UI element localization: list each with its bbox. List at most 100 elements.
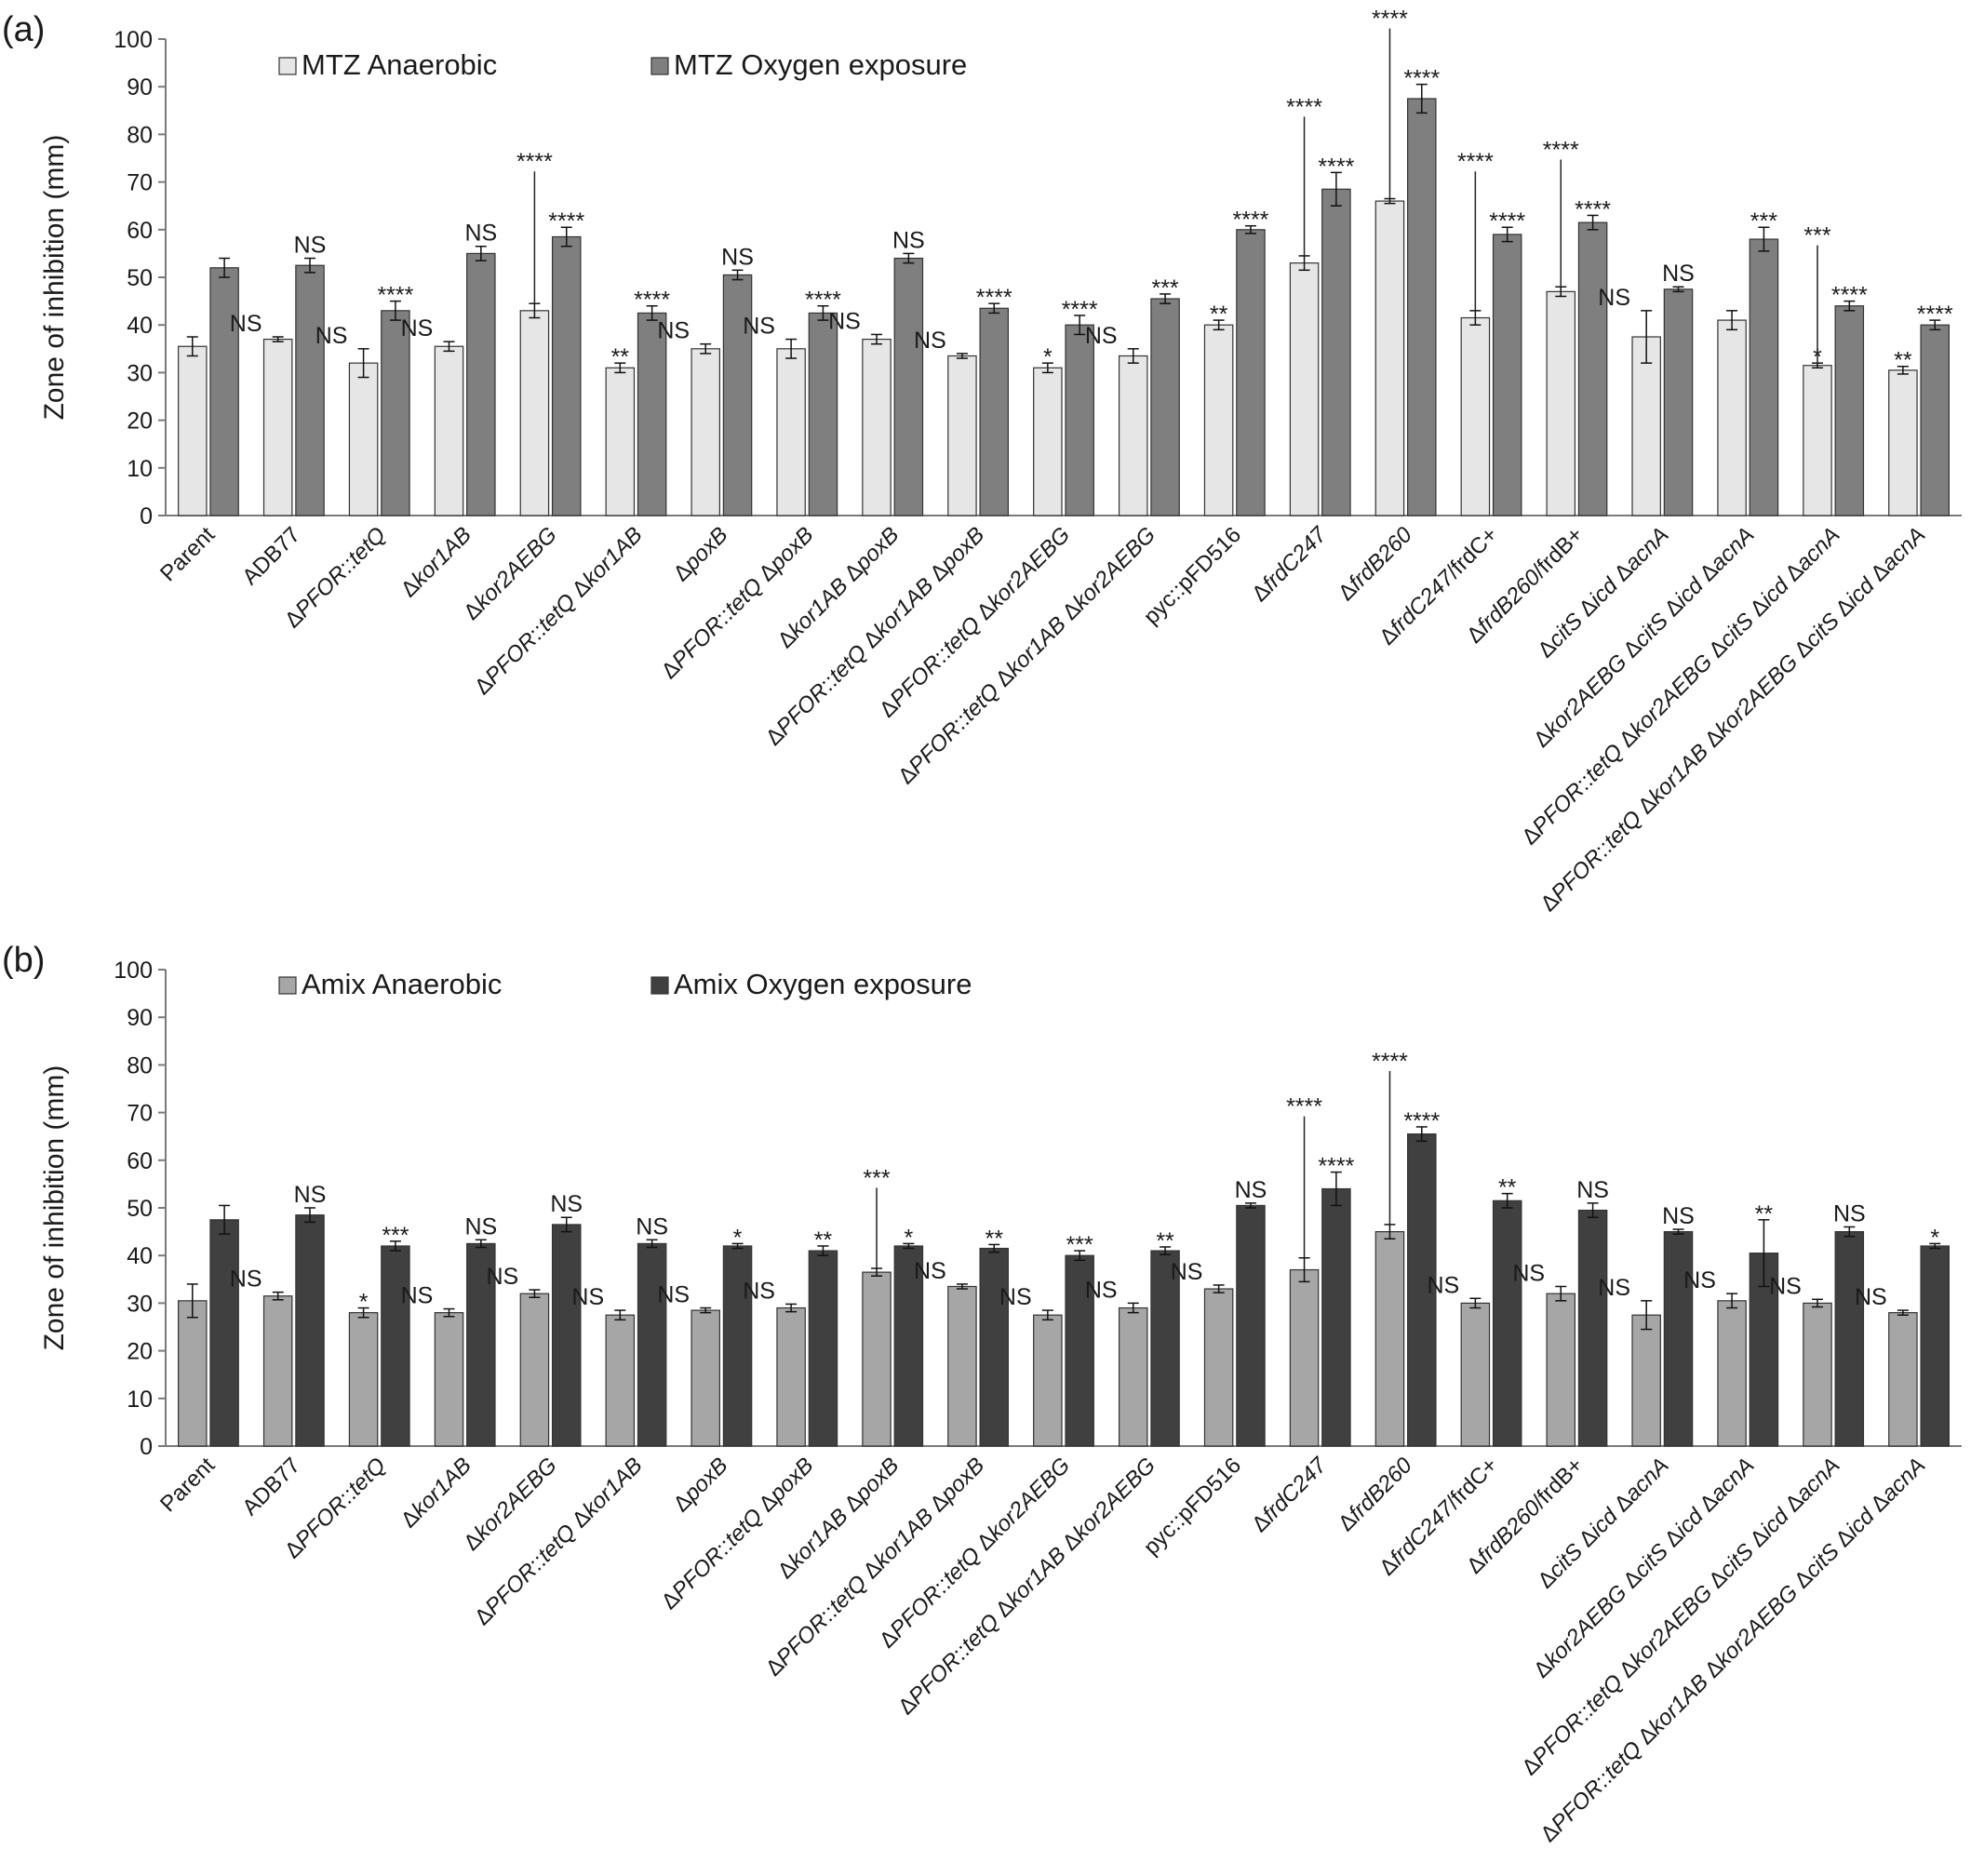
panel-b-category-label: ΔpoxB (669, 1453, 733, 1517)
panel-a-bar-0 (1203, 324, 1234, 516)
panel-b-bracket-label: *** (863, 1165, 890, 1191)
panel-b-y-tick-label: 40 (127, 1243, 153, 1269)
panel-b-significance-label: * (359, 1290, 369, 1316)
panel-b-bar-0 (862, 1271, 892, 1447)
panel-a-bar-1 (637, 312, 667, 516)
panel-a-bar-0 (1460, 316, 1491, 516)
panel-a-y-tick-label: 30 (127, 360, 153, 386)
panel-b-bar-1 (381, 1245, 410, 1447)
panel-b-bracket-label: **** (1372, 1049, 1408, 1075)
panel-b-significance-label: ** (814, 1227, 833, 1253)
panel-a-bar-1 (808, 312, 838, 516)
panel-a-legend-label-1: MTZ Oxygen exposure (674, 48, 967, 81)
panel-a-bar-1 (1492, 234, 1522, 516)
panel-a-category-label: ADB77 (237, 522, 305, 590)
panel-b-bar-0 (348, 1312, 379, 1447)
panel-a-significance-label: NS (294, 233, 327, 259)
panel-a-bar-0 (605, 367, 636, 516)
panel-a-significance-label: NS (1598, 285, 1630, 311)
panel-b-bar-0 (434, 1312, 464, 1447)
panel-b-bar-0 (605, 1314, 636, 1447)
panel-b-y-tick-label: 60 (127, 1148, 153, 1174)
panel-b-significance-label: * (1930, 1225, 1939, 1251)
panel-b-y-tick-label: 20 (127, 1339, 153, 1365)
panel-b-significance-label: NS (550, 1191, 583, 1217)
panel-a-bracket-label: *** (1803, 223, 1830, 249)
panel-b-legend-label-0: Amix Anaerobic (302, 968, 502, 1000)
panel-a-bracket-label: **** (516, 149, 553, 175)
panel-b-bar-0 (178, 1300, 208, 1447)
panel-b-y-tick-label: 90 (127, 1005, 153, 1031)
panel-b-category-label: ΔPFOR::tetQ Δkor1AB (470, 1453, 648, 1630)
panel-b-category-label: ΔfrdC247 (1247, 1452, 1333, 1537)
panel-a-significance-label: **** (1575, 196, 1611, 222)
panel-a-bar-1 (1321, 188, 1351, 516)
panel-a-bracket-label: **** (1457, 149, 1494, 175)
panel-b-significance-label: ** (986, 1226, 1004, 1252)
panel-a-bracket-label: **** (1543, 137, 1579, 163)
panel-b-category-label: ΔPFOR::tetQ Δkor2AEBG ΔcitS Δicd ΔacnA (1517, 1453, 1844, 1780)
panel-a-bar-1 (1407, 98, 1437, 516)
panel-a-significance-label: NS (892, 227, 925, 253)
panel-b-significance-label: NS (464, 1213, 497, 1240)
panel-a-bar-1 (893, 257, 924, 516)
panel-b-bar-0 (1803, 1302, 1832, 1447)
panel-b-bar-0 (776, 1306, 806, 1447)
panel-a-significance-label: * (1043, 344, 1053, 370)
panel-a-significance-label: *** (1750, 208, 1777, 234)
panel-b-bar-0 (262, 1295, 293, 1447)
panel-b-y-tick-label: 100 (114, 958, 153, 984)
panel-b-significance-label: ** (1498, 1175, 1517, 1201)
panel-a-bar-1 (295, 264, 325, 516)
panel-a-significance-label: **** (1062, 297, 1098, 323)
panel-b-significance-label: NS (487, 1264, 519, 1290)
panel-a-bar-0 (1374, 200, 1405, 516)
panel-a-bar-1 (551, 235, 582, 516)
panel-a-y-tick-label: 80 (127, 122, 153, 148)
panel-b-y-tick-label: 50 (127, 1196, 153, 1222)
panel-a-bar-1 (1920, 324, 1950, 516)
panel-a-bar-1 (1834, 305, 1865, 516)
panel-a-significance-label: NS (1662, 261, 1695, 287)
panel-b-bar-1 (1834, 1230, 1865, 1447)
panel-b-significance-label: NS (636, 1213, 668, 1240)
panel-a-category-label: ΔpoxB (669, 522, 733, 586)
panel-a-bar-1 (1577, 221, 1608, 516)
panel-b-bar-0 (1289, 1268, 1320, 1447)
panel-b-bracket-label: **** (1286, 1094, 1322, 1120)
panel-a-y-tick-label: 10 (127, 456, 153, 482)
panel-a-y-tick-label: 0 (140, 503, 153, 529)
panel-a-significance-label: ** (1210, 302, 1228, 328)
panel-a-significance-label: NS (828, 308, 861, 334)
panel-a-bar-0 (1803, 365, 1832, 516)
panel-b-bar-0 (1118, 1306, 1148, 1447)
panel-a-bracket-label: **** (1372, 7, 1408, 33)
panel-b-y-tick-label: 70 (127, 1101, 153, 1127)
panel-b-significance-label: ** (1156, 1228, 1174, 1254)
panel-a-y-tick-label: 40 (127, 313, 153, 339)
panel-a-category-label: ΔfrdC247 (1247, 521, 1333, 607)
panel-b-bar-0 (691, 1309, 720, 1447)
panel-b-significance-label: *** (382, 1223, 409, 1249)
panel-a-bar-0 (348, 362, 379, 516)
panel-b-significance-label: NS (999, 1284, 1032, 1310)
panel-b-significance-label: NS (1769, 1273, 1802, 1299)
panel-b-significance-label: NS (914, 1258, 946, 1284)
panel-b-bar-0 (947, 1285, 977, 1447)
panel-a-legend-swatch-0 (278, 57, 297, 75)
panel-b-significance-label: NS (1598, 1275, 1630, 1301)
panel-b-bar-0 (1631, 1314, 1661, 1447)
panel-b-y-axis-label: Zone of inhibition (mm) (39, 1065, 70, 1351)
panel-a-significance-label: NS (721, 244, 754, 270)
panel-b-label: (b) (2, 941, 45, 980)
panel-b-significance-label: NS (1427, 1272, 1459, 1298)
panel-a-bar-0 (1289, 262, 1320, 516)
panel-b-category-label: Parent (155, 1453, 220, 1517)
panel-b-significance-label: NS (230, 1266, 262, 1293)
panel-a-label: (a) (2, 10, 45, 49)
panel-b-significance-label: NS (1085, 1277, 1118, 1303)
panel-b-bar-0 (1717, 1300, 1747, 1447)
panel-b-bar-1 (893, 1245, 924, 1447)
panel-b-significance-label: NS (1171, 1259, 1203, 1285)
